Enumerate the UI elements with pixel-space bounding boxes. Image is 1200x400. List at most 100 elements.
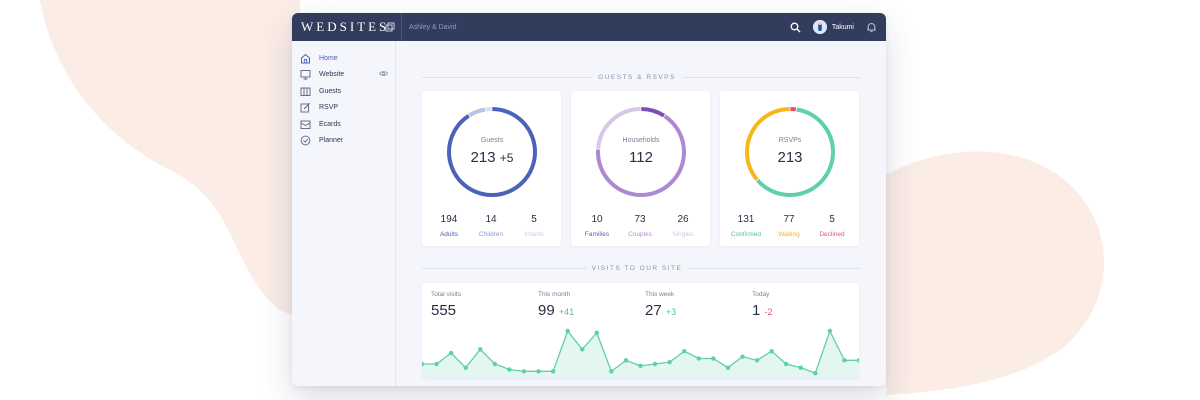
stat-number: 194 [440,214,458,225]
visits-number: 27 [645,302,662,319]
stat-label: Adults [439,231,459,238]
visits-stat-week: This week 27 +3 [645,291,676,319]
data-point[interactable] [696,356,701,361]
rsvps-card[interactable]: RSVPs 213 131 Confirmed 77 Waiting 5 Dec… [720,91,859,246]
sidebar-item-label: RSVP [319,103,339,111]
rsvps-donut-chart [745,107,835,197]
data-point[interactable] [813,370,818,376]
data-point[interactable] [565,328,570,334]
data-point[interactable] [536,369,541,374]
households-total: 112 [629,149,653,166]
data-point[interactable] [754,358,760,363]
data-point[interactable] [827,328,833,334]
data-point[interactable] [521,369,527,374]
sidebar-item-planner[interactable]: Planner [292,133,396,147]
user-name[interactable]: Takumi [831,23,854,31]
visits-number: 1 [752,302,761,319]
guests-total: 213 [470,149,496,166]
stat-label: Children [478,231,504,238]
guests-card-value: 213 +5 [422,149,562,166]
rsvps-card-label: RSVPs [778,137,802,144]
data-point[interactable] [609,369,614,374]
donut-segment [447,107,537,197]
data-point[interactable] [682,348,687,354]
data-point[interactable] [422,361,425,367]
sidebar-item-guests[interactable]: Guests [292,84,396,98]
stat-children: 14 Children [471,214,511,238]
stat-number: 26 [677,214,689,225]
sidebar-item-label: Planner [319,136,344,144]
top-bar: WEDSITES Ashley & David Takumi [292,13,886,41]
visits-area-chart [422,328,859,378]
stat-infants: 5 Infants [514,214,554,238]
logo[interactable]: WEDSITES [301,19,390,34]
data-point[interactable] [856,358,859,363]
site-name[interactable]: Ashley & David [409,23,457,31]
data-point[interactable] [798,365,803,370]
guests-card[interactable]: Guests 213 +5 194 Adults 14 Children 5 I… [422,91,561,246]
bell-icon[interactable] [866,22,877,33]
avatar[interactable] [812,20,827,34]
sidebar-item-rsvp[interactable]: RSVP [292,100,396,114]
area-fill [422,331,859,378]
data-point[interactable] [769,348,774,354]
stat-number: 5 [829,214,835,225]
households-card-label: Households [622,137,660,144]
data-point[interactable] [478,347,483,352]
guests-delta: +5 [499,151,514,165]
data-point[interactable] [550,369,556,374]
stat-number: 5 [531,214,537,225]
sidebar-item-website[interactable]: Website [292,67,396,81]
visits-delta: +41 [558,307,575,317]
stat-confirmed: 131 Confirmed [726,214,766,238]
sidebar-item-home[interactable]: Home [292,51,396,65]
stat-label: Declined [819,231,845,238]
data-point[interactable] [711,356,716,361]
visits-delta: -2 [764,307,773,317]
search-icon[interactable] [790,22,801,33]
data-point[interactable] [492,361,498,367]
stat-label: Waiting [778,231,800,238]
sidebar-item-ecards[interactable]: Ecards [292,117,396,131]
data-point[interactable] [842,358,847,363]
sidebar-item-label: Ecards [319,120,341,128]
data-point[interactable] [623,358,629,363]
stat-label: Couples [628,231,652,238]
home-icon [301,53,310,63]
data-point[interactable] [463,365,468,370]
stat-label: Infants [524,231,544,238]
households-card[interactable]: Households 112 10 Families 73 Couples 26… [571,91,710,246]
visits-card[interactable]: Total visits 555 This month 99 +41 This … [422,283,859,378]
data-point[interactable] [740,354,745,359]
data-point[interactable] [434,361,439,367]
data-point[interactable] [580,347,585,352]
data-point[interactable] [507,367,512,372]
eye-icon[interactable] [379,70,388,77]
external-link-icon[interactable] [385,22,395,32]
visits-stat-value: 555 [431,302,461,319]
visits-stat-value: 27 +3 [645,302,676,319]
main-content: GUESTS & RSVPS Guests 213 +5 194 Adults … [396,41,886,386]
visits-number: 555 [431,302,457,319]
data-point[interactable] [667,359,672,365]
stat-waiting: 77 Waiting [769,214,809,238]
data-point[interactable] [652,361,658,367]
visits-stat-today: Today 1 -2 [752,291,773,319]
section-title-visits: VISITS TO OUR SITE [591,265,683,272]
visits-stat-value: 1 -2 [752,302,773,319]
stat-couples: 73 Couples [620,214,660,238]
visits-delta: +3 [665,307,677,317]
data-point[interactable] [638,363,643,369]
data-point[interactable] [594,330,599,336]
section-divider [687,268,860,269]
donut-segment [745,107,835,197]
section-divider [422,77,592,78]
stat-singles: 26 Singles [663,214,703,238]
stat-number: 131 [737,214,755,225]
stat-number: 10 [591,214,603,225]
data-point[interactable] [725,365,731,370]
data-point[interactable] [448,350,454,356]
data-point[interactable] [783,361,789,367]
